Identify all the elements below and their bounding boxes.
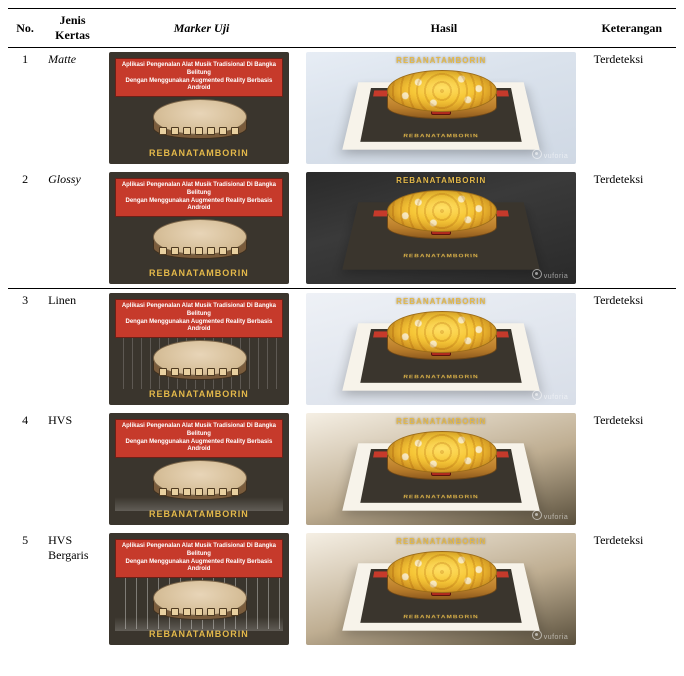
cell-ket: Terdeteksi bbox=[588, 48, 676, 169]
results-table: No. Jenis Kertas Marker Uji Hasil Ketera… bbox=[8, 8, 676, 649]
hasil-photo: REBANATAMBORIN REBANATAMBORIN vuforia bbox=[306, 172, 576, 284]
cell-hasil: REBANATAMBORIN REBANATAMBORIN vuforia bbox=[300, 529, 587, 649]
vuforia-watermark: vuforia bbox=[532, 509, 569, 521]
vuforia-watermark: vuforia bbox=[532, 148, 569, 160]
marker-drum-area bbox=[115, 217, 283, 268]
hasil-photo: REBANATAMBORIN REBANATAMBORIN vuforia bbox=[306, 52, 576, 164]
cell-no: 4 bbox=[8, 409, 42, 529]
table-header: No. Jenis Kertas Marker Uji Hasil Ketera… bbox=[8, 9, 676, 48]
cell-jenis: HVS bbox=[42, 409, 103, 529]
cell-hasil: REBANATAMBORIN REBANATAMBORIN vuforia bbox=[300, 409, 587, 529]
render-label: REBANATAMBORIN bbox=[396, 417, 486, 426]
marker-card: Aplikasi Pengenalan Alat Musik Tradision… bbox=[109, 172, 289, 284]
cell-no: 2 bbox=[8, 168, 42, 289]
tambourine-icon bbox=[153, 99, 245, 147]
col-jenis: Jenis Kertas bbox=[42, 9, 103, 48]
marker-label: REBANATAMBORIN bbox=[115, 268, 283, 278]
marker-banner: Aplikasi Pengenalan Alat Musik Tradision… bbox=[115, 539, 283, 578]
tambourine-3d-render bbox=[387, 551, 495, 609]
marker-banner: Aplikasi Pengenalan Alat Musik Tradision… bbox=[115, 419, 283, 458]
tambourine-3d-render bbox=[387, 190, 495, 248]
cell-jenis: Matte bbox=[42, 48, 103, 169]
tambourine-icon bbox=[153, 460, 245, 508]
marker-card: Aplikasi Pengenalan Alat Musik Tradision… bbox=[109, 533, 289, 645]
marker-banner-line1: Aplikasi Pengenalan Alat Musik Tradision… bbox=[119, 62, 279, 78]
marker-banner: Aplikasi Pengenalan Alat Musik Tradision… bbox=[115, 299, 283, 338]
col-hasil: Hasil bbox=[300, 9, 587, 48]
marker-drum-area bbox=[115, 458, 283, 509]
marker-label: REBANATAMBORIN bbox=[115, 629, 283, 639]
cell-ket: Terdeteksi bbox=[588, 289, 676, 409]
hasil-photo: REBANATAMBORIN REBANATAMBORIN vuforia bbox=[306, 413, 576, 525]
render-label: REBANATAMBORIN bbox=[396, 56, 486, 65]
marker-banner-line1: Aplikasi Pengenalan Alat Musik Tradision… bbox=[119, 182, 279, 198]
tambourine-3d-render bbox=[387, 431, 495, 489]
vuforia-watermark: vuforia bbox=[532, 268, 569, 280]
tambourine-3d-render bbox=[387, 311, 495, 369]
marker-banner-line2: Dengan Menggunakan Augmented Reality Ber… bbox=[119, 78, 279, 94]
marker-banner-line1: Aplikasi Pengenalan Alat Musik Tradision… bbox=[119, 423, 279, 439]
tambourine-icon bbox=[153, 340, 245, 388]
tambourine-icon bbox=[153, 219, 245, 267]
marker-card: Aplikasi Pengenalan Alat Musik Tradision… bbox=[109, 52, 289, 164]
marker-banner: Aplikasi Pengenalan Alat Musik Tradision… bbox=[115, 58, 283, 97]
cell-hasil: REBANATAMBORIN REBANATAMBORIN vuforia bbox=[300, 48, 587, 169]
vuforia-watermark: vuforia bbox=[532, 389, 569, 401]
marker-drum-area bbox=[115, 578, 283, 629]
table-body: 1 Matte Aplikasi Pengenalan Alat Musik T… bbox=[8, 48, 676, 650]
tambourine-3d-render bbox=[387, 70, 495, 128]
marker-drum-area bbox=[115, 97, 283, 148]
cell-jenis: Glossy bbox=[42, 168, 103, 289]
col-no: No. bbox=[8, 9, 42, 48]
marker-drum-area bbox=[115, 338, 283, 389]
cell-marker: Aplikasi Pengenalan Alat Musik Tradision… bbox=[103, 409, 300, 529]
marker-banner-line2: Dengan Menggunakan Augmented Reality Ber… bbox=[119, 319, 279, 335]
cell-ket: Terdeteksi bbox=[588, 168, 676, 289]
marker-label: REBANATAMBORIN bbox=[115, 389, 283, 399]
table-row: 4 HVS Aplikasi Pengenalan Alat Musik Tra… bbox=[8, 409, 676, 529]
col-ket: Keterangan bbox=[588, 9, 676, 48]
table-row: 1 Matte Aplikasi Pengenalan Alat Musik T… bbox=[8, 48, 676, 169]
render-label: REBANATAMBORIN bbox=[396, 537, 486, 546]
marker-banner: Aplikasi Pengenalan Alat Musik Tradision… bbox=[115, 178, 283, 217]
table-row: 5 HVS Bergaris Aplikasi Pengenalan Alat … bbox=[8, 529, 676, 649]
marker-banner-line2: Dengan Menggunakan Augmented Reality Ber… bbox=[119, 198, 279, 214]
marker-card: Aplikasi Pengenalan Alat Musik Tradision… bbox=[109, 413, 289, 525]
cell-ket: Terdeteksi bbox=[588, 409, 676, 529]
table-row: 2 Glossy Aplikasi Pengenalan Alat Musik … bbox=[8, 168, 676, 289]
cell-hasil: REBANATAMBORIN REBANATAMBORIN vuforia bbox=[300, 168, 587, 289]
cell-marker: Aplikasi Pengenalan Alat Musik Tradision… bbox=[103, 529, 300, 649]
cell-no: 3 bbox=[8, 289, 42, 409]
cell-marker: Aplikasi Pengenalan Alat Musik Tradision… bbox=[103, 289, 300, 409]
col-marker: Marker Uji bbox=[103, 9, 300, 48]
table-row: 3 Linen Aplikasi Pengenalan Alat Musik T… bbox=[8, 289, 676, 409]
render-label: REBANATAMBORIN bbox=[396, 297, 486, 306]
marker-banner-line2: Dengan Menggunakan Augmented Reality Ber… bbox=[119, 439, 279, 455]
marker-card: Aplikasi Pengenalan Alat Musik Tradision… bbox=[109, 293, 289, 405]
tambourine-icon bbox=[153, 580, 245, 628]
cell-ket: Terdeteksi bbox=[588, 529, 676, 649]
marker-banner-line2: Dengan Menggunakan Augmented Reality Ber… bbox=[119, 559, 279, 575]
marker-label: REBANATAMBORIN bbox=[115, 148, 283, 158]
cell-jenis: Linen bbox=[42, 289, 103, 409]
marker-label: REBANATAMBORIN bbox=[115, 509, 283, 519]
hasil-photo: REBANATAMBORIN REBANATAMBORIN vuforia bbox=[306, 533, 576, 645]
vuforia-watermark: vuforia bbox=[532, 629, 569, 641]
cell-marker: Aplikasi Pengenalan Alat Musik Tradision… bbox=[103, 48, 300, 169]
hasil-photo: REBANATAMBORIN REBANATAMBORIN vuforia bbox=[306, 293, 576, 405]
cell-no: 1 bbox=[8, 48, 42, 169]
cell-hasil: REBANATAMBORIN REBANATAMBORIN vuforia bbox=[300, 289, 587, 409]
cell-jenis: HVS Bergaris bbox=[42, 529, 103, 649]
marker-banner-line1: Aplikasi Pengenalan Alat Musik Tradision… bbox=[119, 543, 279, 559]
render-label: REBANATAMBORIN bbox=[396, 176, 486, 185]
cell-marker: Aplikasi Pengenalan Alat Musik Tradision… bbox=[103, 168, 300, 289]
cell-no: 5 bbox=[8, 529, 42, 649]
marker-banner-line1: Aplikasi Pengenalan Alat Musik Tradision… bbox=[119, 303, 279, 319]
